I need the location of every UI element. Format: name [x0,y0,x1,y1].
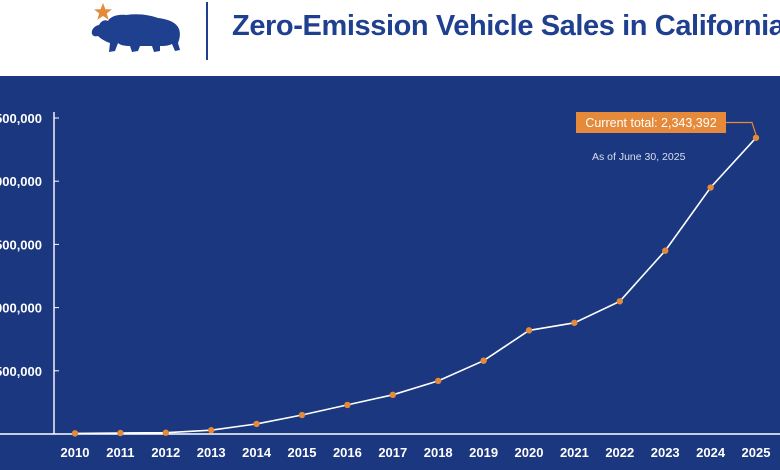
x-tick-label: 2021 [560,445,589,460]
x-tick-label: 2019 [469,445,498,460]
x-tick-label: 2020 [515,445,544,460]
x-tick-label: 2016 [333,445,362,460]
y-tick-label: 500,000 [0,364,42,379]
star-icon [94,3,112,20]
california-bear-star-icon [91,3,180,52]
y-tick-label: 1,500,000 [0,237,42,252]
y-tick-label: 1,000,000 [0,301,42,316]
line-chart: 500,000 1,000,000 1,500,000 2,000,000 2,500,… [0,111,780,460]
data-point [208,427,215,434]
x-tick-label: 2022 [605,445,634,460]
x-tick-label: 2013 [197,445,226,460]
x-tick-label: 2024 [696,445,726,460]
data-point [616,298,623,305]
x-tick-label: 2025 [742,445,771,460]
x-tick-label: 2010 [61,445,90,460]
series-line [74,137,757,435]
callout-label: Current total: 2,343,392 [585,116,716,130]
data-point [662,247,669,254]
data-point [571,319,578,326]
header-divider [206,2,208,60]
data-point [162,429,169,436]
header: Zero-Emission Vehicle Sales in Californi… [0,0,780,76]
chart-panel: 500,000 1,000,000 1,500,000 2,000,000 2,500,… [0,76,780,470]
data-point [752,134,760,141]
x-tick-label: 2018 [424,445,453,460]
page-title: Zero-Emission Vehicle Sales in Californi… [232,10,780,42]
data-point [71,430,79,437]
series-cumulative-zev-sales [71,134,760,437]
callout-box [576,112,726,133]
data-point [525,327,533,334]
data-point [117,429,124,437]
data-point [253,420,260,428]
x-tick-label: 2017 [378,445,407,460]
x-tick-label: 2023 [651,445,680,460]
callout-leader-line [726,121,757,135]
x-tick-label: 2012 [151,445,180,460]
current-total-annotation: Current total: 2,343,392 As of June 30, 2… [576,112,757,163]
y-axis: 500,000 1,000,000 1,500,000 2,000,000 2,500,… [0,111,59,434]
data-point [707,184,714,191]
bear-silhouette [91,14,180,52]
data-point [389,391,396,399]
y-tick-label: 2,000,000 [0,174,42,189]
x-tick-label: 2015 [288,445,317,460]
data-point [480,357,487,364]
x-tick-label: 2014 [242,445,272,460]
data-point [435,377,442,385]
as-of-note: As of June 30, 2025 [592,151,686,163]
data-point [298,411,306,419]
y-tick-label: 2,500,000 [0,111,42,126]
x-tick-label: 2011 [106,445,134,460]
data-point [344,401,351,409]
x-axis: 2010 2011 2012 2013 2014 2015 2016 2017 2018 2019… [0,433,780,460]
